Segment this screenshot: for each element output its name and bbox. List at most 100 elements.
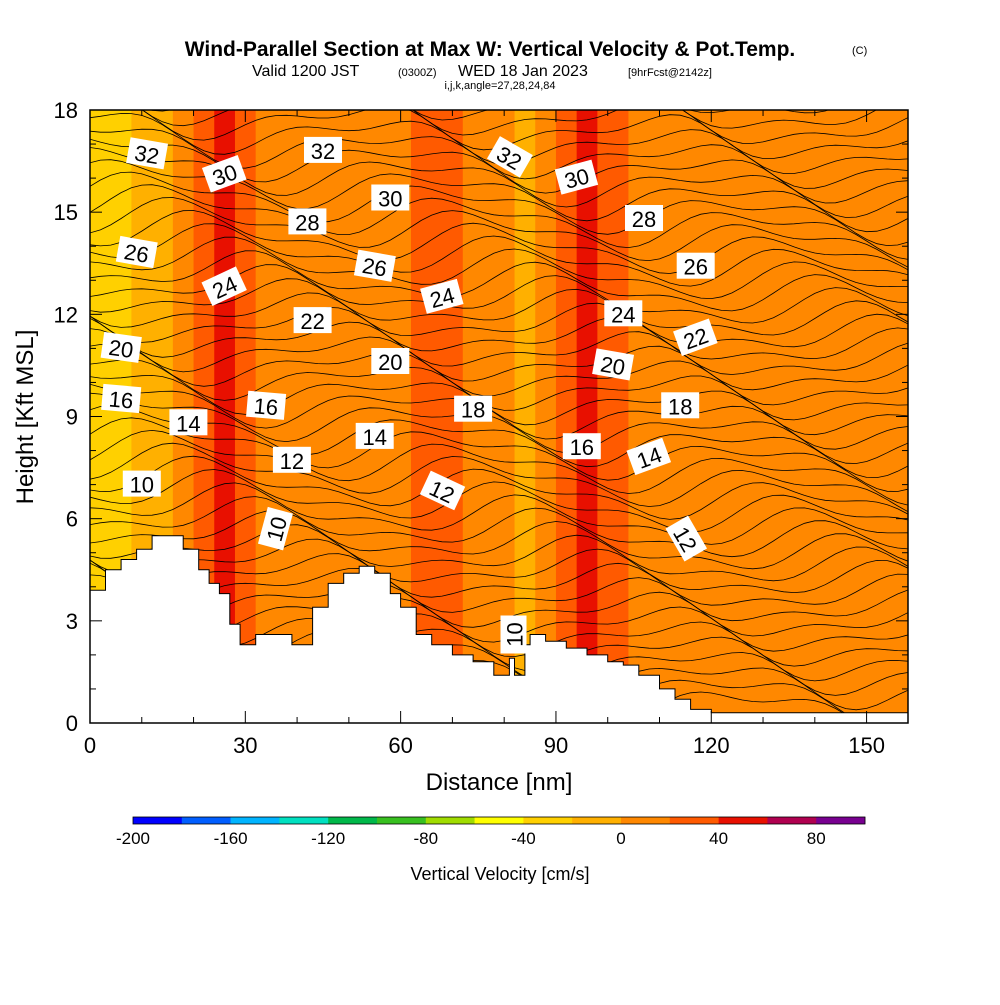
isentrope-line xyxy=(90,442,908,513)
isentrope-label: 26 xyxy=(676,252,715,280)
isentrope-line xyxy=(90,171,908,247)
svg-text:24: 24 xyxy=(611,302,635,327)
svg-text:20: 20 xyxy=(599,351,627,380)
y-tick-label: 18 xyxy=(54,98,78,123)
copyright-mark: (C) xyxy=(852,45,867,57)
isentrope-line xyxy=(90,404,908,479)
x-axis-label: Distance [nm] xyxy=(426,769,573,796)
svg-text:20: 20 xyxy=(378,350,402,375)
isentrope-label: 30 xyxy=(554,159,599,195)
svg-text:26: 26 xyxy=(360,253,388,282)
colorbar-tick-label: -160 xyxy=(214,829,248,848)
isentrope-label: 20 xyxy=(100,331,142,363)
isentrope-label: 10 xyxy=(500,615,528,654)
svg-text:18: 18 xyxy=(461,398,485,423)
isentrope-line xyxy=(90,562,908,622)
isentrope-label: 16 xyxy=(101,383,142,414)
isentrope-label: 30 xyxy=(371,184,410,212)
svg-text:20: 20 xyxy=(107,335,135,363)
isentrope-label: 16 xyxy=(562,433,601,460)
isentrope-label: 12 xyxy=(272,446,311,474)
isentrope-line xyxy=(90,510,908,570)
isentrope-line xyxy=(90,538,908,594)
velocity-column xyxy=(234,110,257,723)
colorbar-tick-label: -80 xyxy=(414,829,439,848)
isentrope-label: 22 xyxy=(293,307,332,334)
isentrope-line xyxy=(149,110,878,129)
colorbar-tick-label: 0 xyxy=(616,829,625,848)
isentrope-line xyxy=(90,278,908,336)
isentrope-line xyxy=(90,306,908,360)
isentrope-line xyxy=(90,292,908,348)
isentrope-label: 28 xyxy=(625,205,663,232)
isentrope-label: 18 xyxy=(661,392,700,419)
svg-text:10: 10 xyxy=(130,473,154,498)
svg-text:28: 28 xyxy=(632,207,656,232)
isentrope-line xyxy=(90,524,908,582)
colorbar-tick-label: -40 xyxy=(511,829,536,848)
svg-text:14: 14 xyxy=(362,425,386,450)
velocity-column xyxy=(628,110,660,723)
isentrope-line xyxy=(90,184,908,260)
velocity-column xyxy=(493,110,516,723)
colorbar-swatch xyxy=(328,817,378,824)
colorbar-tick-label: -200 xyxy=(116,829,150,848)
isentrope-line xyxy=(90,392,908,464)
x-tick-label: 0 xyxy=(84,733,96,758)
colorbar-title: Vertical Velocity [cm/s] xyxy=(410,864,589,884)
valid-time-utc: (0300Z) xyxy=(398,67,437,79)
velocity-column xyxy=(597,110,629,723)
svg-text:12: 12 xyxy=(280,449,304,474)
isentrope-label: 20 xyxy=(592,348,635,381)
isentrope-label: 32 xyxy=(126,137,169,170)
colorbar-swatch xyxy=(816,817,866,824)
x-tick-label: 150 xyxy=(848,733,885,758)
isentrope-label: 18 xyxy=(454,395,493,423)
y-tick-label: 3 xyxy=(66,609,78,634)
forecast-info: [9hrFcst@2142z] xyxy=(628,67,712,79)
velocity-column xyxy=(214,110,236,723)
svg-text:16: 16 xyxy=(108,386,135,413)
isentrope-line xyxy=(90,317,908,375)
y-axis: 0 3 6 9 12 15 18 xyxy=(54,98,908,736)
colorbar-tick-label: -120 xyxy=(311,829,345,848)
isentrope-label: 16 xyxy=(246,390,287,420)
colorbar-swatch xyxy=(425,817,475,824)
isentrope-line xyxy=(90,223,908,287)
colorbar-swatch xyxy=(767,817,817,824)
colorbar-swatch xyxy=(230,817,280,824)
isentrope-line xyxy=(90,236,908,300)
colorbar-tick-label: 80 xyxy=(807,829,826,848)
isentrope-label: 14 xyxy=(626,437,672,476)
isentrope-line xyxy=(90,343,908,406)
y-tick-label: 0 xyxy=(66,711,78,736)
y-tick-label: 6 xyxy=(66,507,78,532)
isentrope-line xyxy=(90,328,908,391)
velocity-column xyxy=(731,110,774,723)
x-tick-label: 90 xyxy=(544,733,568,758)
svg-text:32: 32 xyxy=(311,139,335,164)
svg-text:18: 18 xyxy=(668,394,692,419)
colorbar xyxy=(132,816,866,825)
isentrope-line xyxy=(90,359,908,421)
svg-text:28: 28 xyxy=(295,210,319,235)
y-axis-label: Height [Kft MSL] xyxy=(12,330,39,505)
isentrope-line xyxy=(90,469,908,533)
isentrope-label: 10 xyxy=(122,470,161,498)
isentrope-line xyxy=(90,455,908,520)
colorbar-swatch xyxy=(621,817,671,824)
isentrope-label: 14 xyxy=(355,422,394,450)
colorbar-tick-label: 40 xyxy=(709,829,728,848)
velocity-column xyxy=(555,110,578,723)
isentrope-line xyxy=(90,553,908,606)
velocity-column xyxy=(514,110,536,723)
x-axis: 0 30 60 90 120 150 xyxy=(84,110,885,758)
isentrope-label: 14 xyxy=(169,409,208,436)
svg-text:16: 16 xyxy=(253,393,280,420)
isentrope-label: 10 xyxy=(257,506,293,551)
colorbar-swatch xyxy=(377,817,427,824)
svg-text:26: 26 xyxy=(122,239,150,268)
colorbar-swatch xyxy=(718,817,768,824)
isentrope-line xyxy=(90,482,908,545)
